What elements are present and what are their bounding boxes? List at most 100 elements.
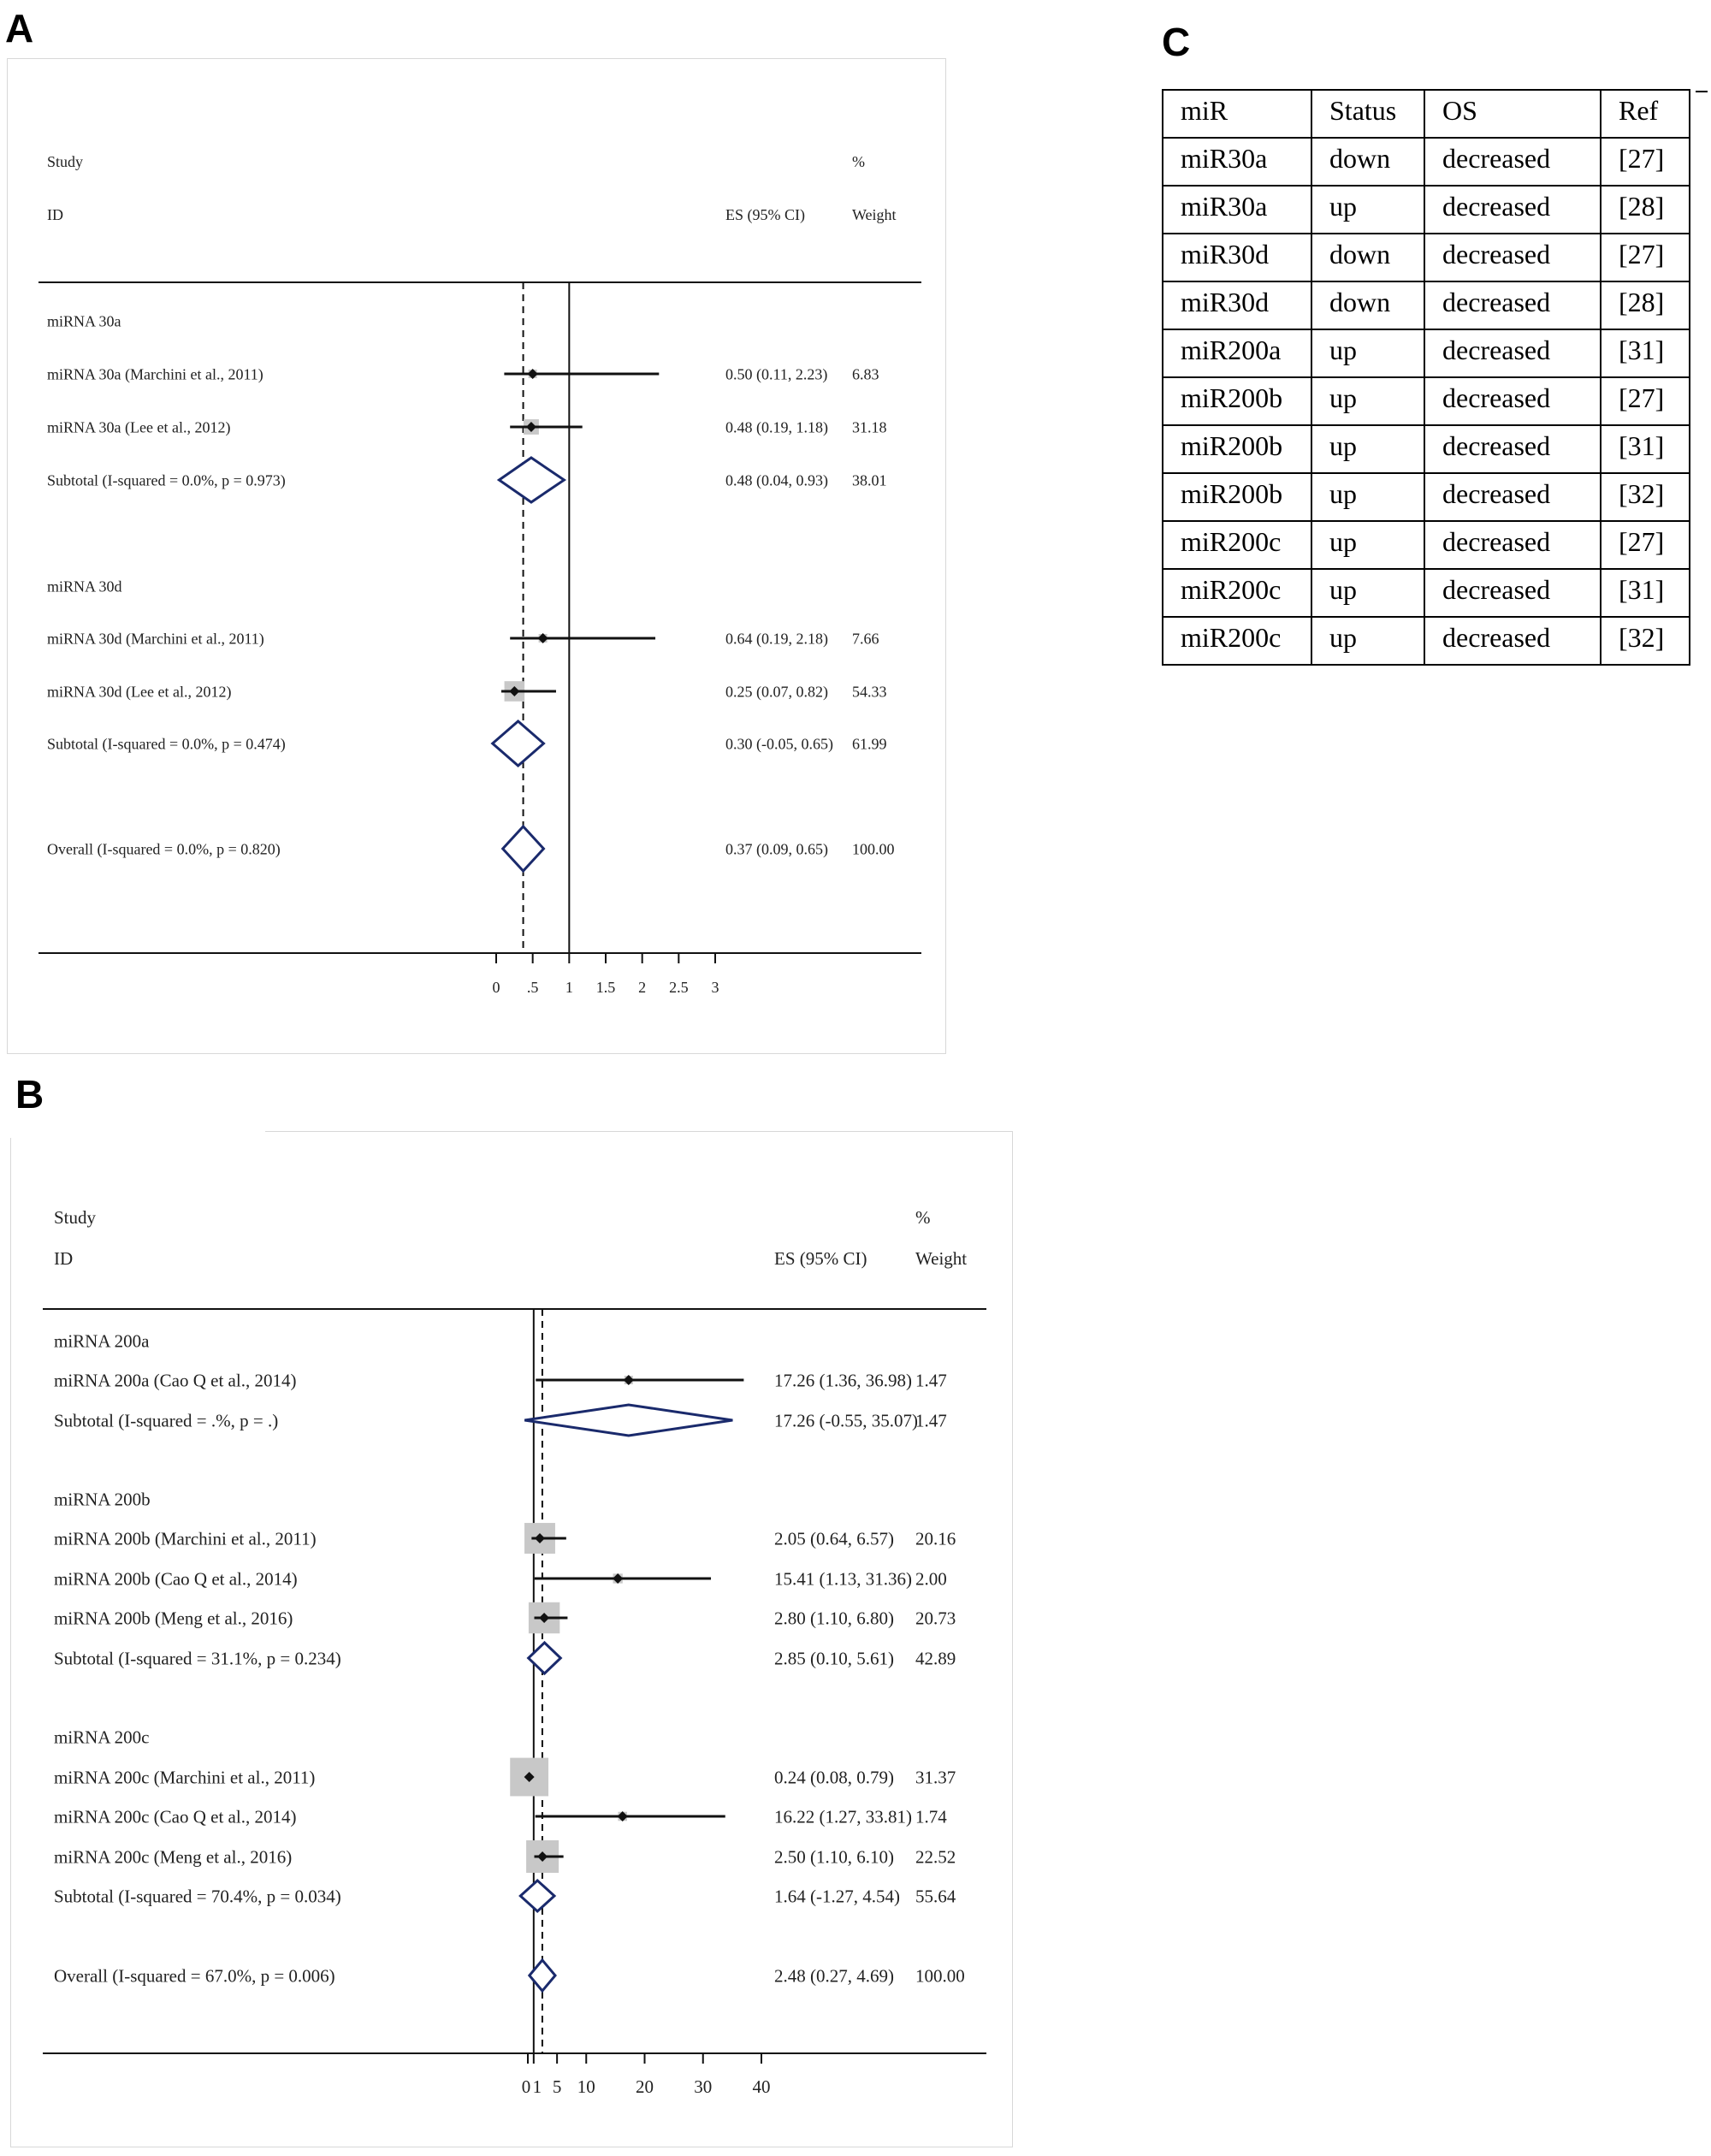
x-tick-label: .5 [527,979,539,996]
point-estimate-marker [537,633,548,643]
row-weight: 1.47 [915,1370,947,1390]
table-row: miR30d down decreased [27] [1162,233,1690,282]
table-header-cell: Ref [1600,89,1690,139]
row-label-group: miRNA 30a [47,312,121,329]
table-cell: decreased [1424,424,1601,474]
row-label-study: miRNA 200c (Marchini et al., 2011) [54,1767,315,1787]
header-id: ID [47,206,63,223]
table-cell: miR200b [1162,472,1312,522]
x-tick-label: 0 [522,2076,531,2097]
point-estimate-marker [537,1851,548,1862]
table-cell: miR200c [1162,616,1312,666]
row-label-study: miRNA 200b (Meng et al., 2016) [54,1608,293,1628]
pooled-estimate-diamond [518,1878,557,1914]
table-cell: decreased [1424,376,1601,426]
row-label-study: miRNA 200c (Meng et al., 2016) [54,1846,292,1867]
table-row: miR30a down decreased [27] [1162,137,1690,187]
point-estimate-marker [509,686,520,696]
pooled-estimate-diamond [490,720,546,767]
point-estimate-marker [527,369,538,379]
x-tick-label: 10 [577,2076,595,2097]
table-header-row: miR Status OS Ref [1162,89,1690,139]
pooled-estimate-diamond [500,824,546,874]
row-weight: 38.01 [852,471,887,489]
table-cell: down [1311,233,1425,282]
table-header-cell: Status [1311,89,1425,139]
forest-plot-a: Study % ID ES (95% CI) Weight 0 .5 1 1.5 2 2.5 3 miR… [38,153,921,996]
row-weight: 1.74 [915,1806,947,1827]
row-es-text: 2.50 (1.10, 6.10) [774,1846,894,1867]
row-es-text: 2.85 (0.10, 5.61) [774,1648,894,1668]
row-es-text: 0.48 (0.04, 0.93) [725,471,828,489]
table-cell: miR200a [1162,329,1312,378]
table-cell: decreased [1424,137,1601,187]
table-row: miR200c up decreased [31] [1162,568,1690,618]
x-tick-label: 20 [636,2076,654,2097]
row-weight: 54.33 [852,683,887,700]
table-cell: [28] [1600,185,1690,234]
table-cell: up [1311,329,1425,378]
table-cell: [27] [1600,520,1690,570]
table-cell: miR30d [1162,233,1312,282]
row-label-subtotal: Subtotal (I-squared = 31.1%, p = 0.234) [54,1648,341,1668]
x-tick-label: 3 [712,979,719,996]
table-row: miR200b up decreased [27] [1162,376,1690,426]
row-es-text: 0.64 (0.19, 2.18) [725,630,828,648]
row-label-subtotal: Subtotal (I-squared = 0.0%, p = 0.973) [47,471,286,489]
x-tick-label: 5 [553,2076,562,2097]
row-label-study: miRNA 30a (Lee et al., 2012) [47,418,230,436]
row-label-subtotal: Overall (I-squared = 0.0%, p = 0.820) [47,840,281,858]
row-label-group: miRNA 200a [54,1330,150,1351]
row-label-study: miRNA 200c (Cao Q et al., 2014) [54,1806,296,1827]
table-cell: decreased [1424,472,1601,522]
row-weight: 100.00 [852,840,895,857]
row-es-text: 0.37 (0.09, 0.65) [725,840,828,858]
row-weight: 55.64 [915,1886,956,1906]
forest-plot-b: Study % ID ES (95% CI) Weight 0 1 5 10 20 30 40 miRN… [43,1207,986,2097]
row-weight: 61.99 [852,735,887,752]
row-es-text: 0.48 (0.19, 1.18) [725,418,828,436]
row-label-group: miRNA 200c [54,1727,149,1747]
row-weight: 100.00 [915,1965,965,1986]
table-cell: up [1311,424,1425,474]
row-weight: 22.52 [915,1846,956,1867]
header-percent: % [915,1207,931,1228]
x-tick-label: 1 [533,2076,542,2097]
table-cell: [32] [1600,472,1690,522]
x-tick-label: 30 [694,2076,712,2097]
x-tick-label: 40 [753,2076,771,2097]
table-cell: [31] [1600,329,1690,378]
x-tick-label: 0 [493,979,500,996]
table-header-cell: OS [1424,89,1601,139]
x-tick-label: 2 [638,979,646,996]
pooled-estimate-diamond [496,456,567,504]
point-estimate-marker [524,1772,535,1782]
row-weight: 7.66 [852,630,879,647]
row-es-text: 2.80 (1.10, 6.80) [774,1608,894,1628]
row-label-subtotal: Subtotal (I-squared = 70.4%, p = 0.034) [54,1886,341,1906]
x-tick-label: 1.5 [596,979,616,996]
table-cell: [31] [1600,568,1690,618]
table-cell: decreased [1424,568,1601,618]
table-cell: decreased [1424,329,1601,378]
table-row: miR200c up decreased [32] [1162,616,1690,666]
table-cell: miR200b [1162,376,1312,426]
table-cell: [27] [1600,376,1690,426]
row-weight: 20.73 [915,1608,956,1628]
row-label-study: miRNA 200b (Cao Q et al., 2014) [54,1568,298,1589]
point-estimate-marker [525,422,536,432]
panel-b-frame [10,1131,1013,2147]
point-estimate-marker [617,1811,628,1821]
table-cell: up [1311,616,1425,666]
row-weight: 1.47 [915,1410,947,1430]
row-label-study: miRNA 30d (Lee et al., 2012) [47,683,231,701]
row-es-text: 15.41 (1.13, 31.36) [774,1568,912,1589]
panel-label-b: B [15,1072,44,1116]
header-es: ES (95% CI) [725,206,805,224]
table-cell: [32] [1600,616,1690,666]
row-label-study: miRNA 30a (Marchini et al., 2011) [47,365,263,383]
table-cell: miR200b [1162,424,1312,474]
row-es-text: 0.30 (-0.05, 0.65) [725,735,833,753]
row-weight: 42.89 [915,1648,956,1668]
summary-table: miR Status OS Ref miR30a down decreased [27] miR… [1162,89,1690,666]
